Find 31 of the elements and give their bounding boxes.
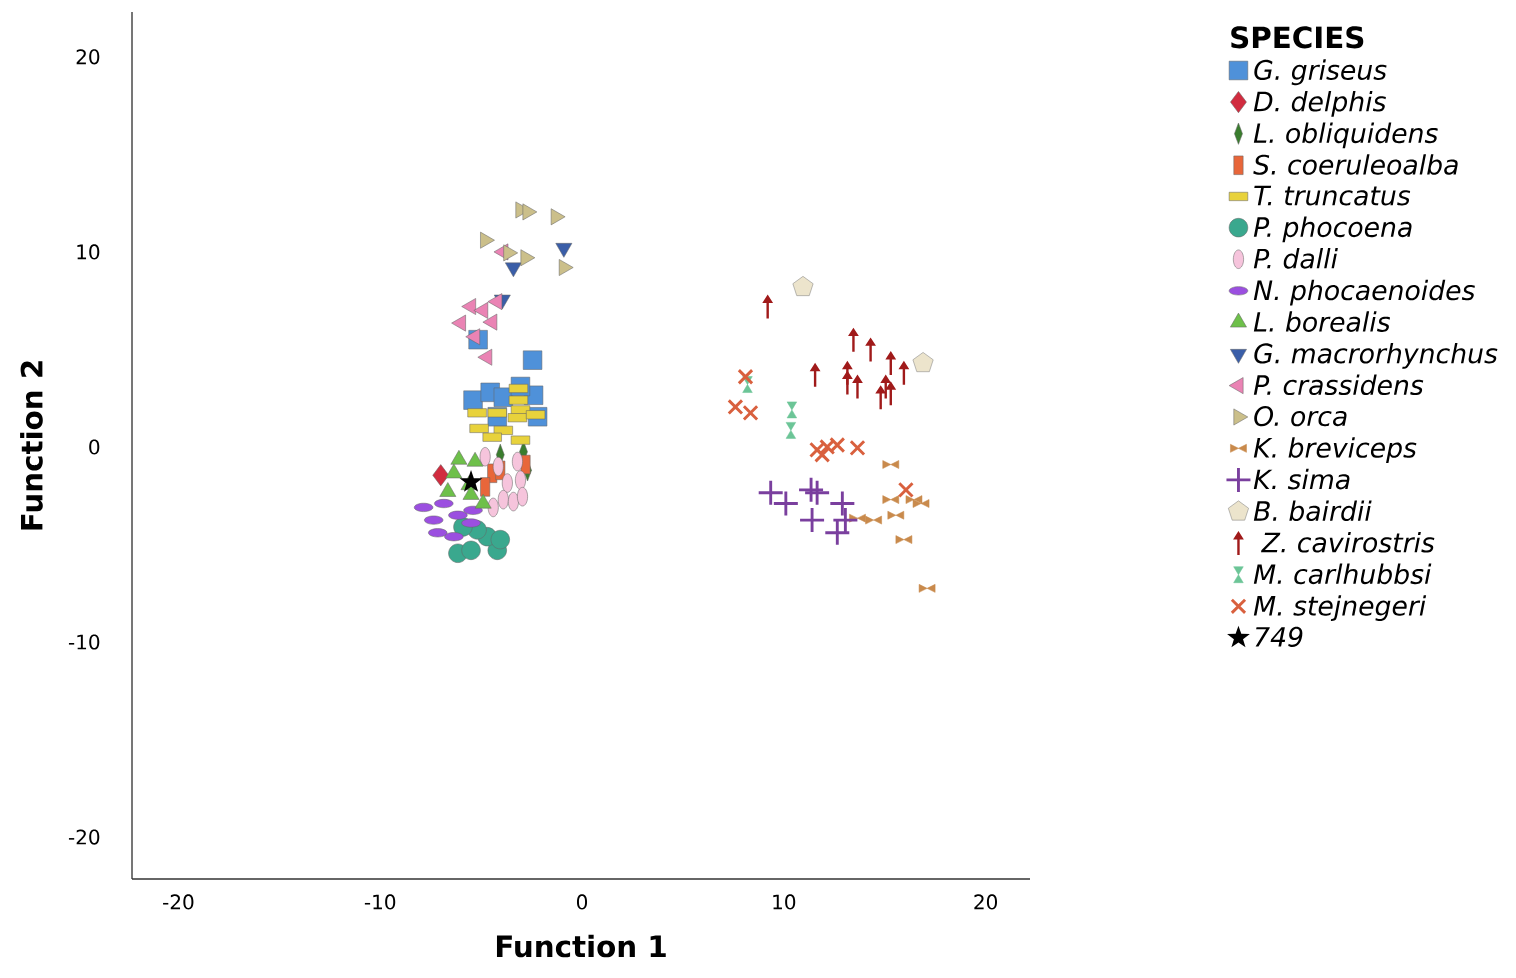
legend-label: L. borealis — [1253, 311, 1391, 332]
x-tick-label: -20 — [163, 894, 194, 910]
legend-label: T. truncatus — [1254, 185, 1411, 206]
legend-label: P. crassidens — [1253, 374, 1424, 396]
legend-label: S. coeruleoalba — [1253, 154, 1458, 175]
legend-label: P. phocoena — [1253, 216, 1412, 243]
x-tick-label: 20 — [974, 894, 998, 910]
legend-label: M. stejnegeri — [1253, 595, 1427, 621]
y-tick-label: 0 — [89, 439, 100, 455]
legend-label: 749 — [1255, 626, 1303, 647]
x-tick-label: 0 — [576, 894, 588, 910]
legend-label: P. dalli — [1253, 248, 1338, 269]
legend-label: N. phocaenoides — [1253, 279, 1475, 306]
legend-title: SPECIES — [1231, 26, 1364, 49]
legend-label: O. orca — [1254, 406, 1347, 427]
legend-label: M. carlhubbsi — [1253, 563, 1432, 585]
y-tick-label: -20 — [68, 829, 100, 845]
x-tick-label: -10 — [364, 894, 396, 910]
legend-label: G. macrorhynchus — [1254, 342, 1498, 369]
x-tick-label: 10 — [773, 894, 796, 910]
legend-label: D. delphis — [1253, 90, 1386, 117]
x-axis-title: Function 1 — [496, 934, 666, 958]
y-axis-title: Function 2 — [20, 361, 43, 530]
legend-label: L. obliquidens — [1253, 122, 1438, 149]
legend-label: K. sima — [1253, 468, 1350, 490]
legend-label: Z. cavirostris — [1261, 531, 1435, 553]
legend-label: G. griseus — [1254, 59, 1387, 86]
y-tick-label: -10 — [68, 634, 100, 650]
y-tick-label: 10 — [77, 244, 100, 260]
y-tick-label: 20 — [76, 49, 100, 65]
legend-label: B. bairdii — [1253, 500, 1372, 522]
